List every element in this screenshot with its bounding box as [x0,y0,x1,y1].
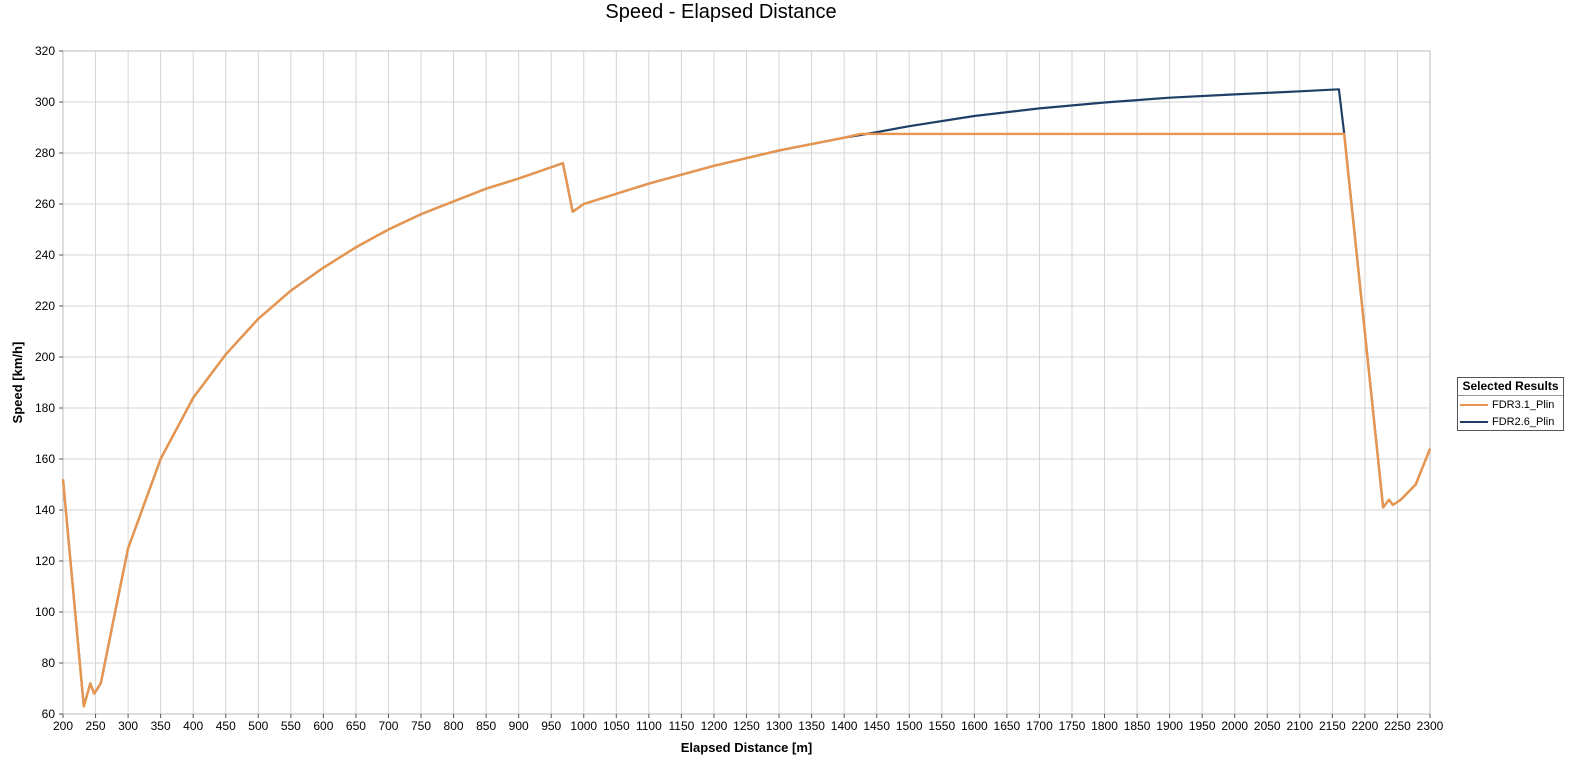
x-tick-label: 1700 [1026,719,1053,733]
x-tick-label: 1750 [1059,719,1086,733]
x-tick-label: 1300 [766,719,793,733]
x-tick-label: 2150 [1319,719,1346,733]
legend-label: FDR3.1_Plin [1492,398,1555,411]
x-tick-label: 650 [346,719,366,733]
legend-item-fdr26: FDR2.6_Plin [1458,413,1563,430]
x-tick-label: 750 [411,719,431,733]
x-tick-label: 1350 [798,719,825,733]
x-tick-label: 1400 [831,719,858,733]
x-tick-label: 950 [541,719,561,733]
x-tick-label: 300 [118,719,138,733]
x-tick-label: 900 [509,719,529,733]
axis-ticks: 200 250 300 350 400 450 500 550 600 650 700 750 800 8… [35,44,1444,733]
x-tick-label: 800 [444,719,464,733]
series-line-fdr3-1-plin [61,132,1432,708]
series-lines [61,88,1432,708]
x-tick-label: 1450 [863,719,890,733]
y-tick-label: 160 [35,452,55,466]
y-tick-label: 140 [35,503,55,517]
y-tick-label: 280 [35,146,55,160]
x-tick-label: 400 [183,719,203,733]
x-tick-label: 2000 [1221,719,1248,733]
x-tick-label: 850 [476,719,496,733]
x-tick-label: 1600 [961,719,988,733]
y-tick-label: 200 [35,350,55,364]
x-axis-title: Elapsed Distance [m] [681,740,813,755]
x-tick-label: 1250 [733,719,760,733]
x-tick-label: 2300 [1417,719,1444,733]
y-tick-label: 300 [35,95,55,109]
x-tick-label: 2050 [1254,719,1281,733]
y-tick-label: 260 [35,197,55,211]
y-tick-label: 320 [35,44,55,58]
y-tick-label: 240 [35,248,55,262]
legend-item-fdr31: FDR3.1_Plin [1458,396,1563,413]
legend-swatch [1460,420,1488,423]
x-tick-label: 1150 [668,719,694,733]
x-tick-label: 1850 [1124,719,1151,733]
x-tick-label: 2100 [1286,719,1313,733]
x-tick-label: 1800 [1091,719,1118,733]
x-tick-label: 1050 [603,719,630,733]
legend-label: FDR2.6_Plin [1492,415,1555,428]
x-tick-label: 500 [248,719,268,733]
x-tick-label: 1200 [701,719,728,733]
x-tick-label: 250 [86,719,106,733]
y-tick-label: 120 [35,554,55,568]
x-tick-label: 1900 [1156,719,1183,733]
y-axis-title: Speed [km/h] [10,342,25,424]
legend-title: Selected Results [1458,378,1563,396]
legend: Selected Results FDR3.1_Plin FDR2.6_Plin [1457,377,1564,431]
y-tick-label: 60 [42,707,56,721]
y-tick-label: 220 [35,299,55,313]
x-tick-label: 1650 [994,719,1021,733]
x-tick-label: 1000 [570,719,597,733]
y-tick-label: 180 [35,401,55,415]
chart-title: Speed - Elapsed Distance [605,1,837,23]
x-tick-label: 1950 [1189,719,1216,733]
x-tick-label: 2200 [1352,719,1379,733]
grid-lines [62,50,1431,715]
x-tick-label: 550 [281,719,301,733]
x-tick-label: 600 [313,719,333,733]
y-tick-label: 80 [42,656,56,670]
x-tick-label: 450 [216,719,236,733]
x-tick-label: 200 [53,719,73,733]
legend-swatch [1460,403,1488,406]
x-tick-label: 1100 [636,719,662,733]
x-tick-label: 1500 [896,719,923,733]
y-tick-label: 100 [35,605,55,619]
x-tick-label: 350 [151,719,171,733]
x-tick-label: 700 [378,719,398,733]
x-tick-label: 2250 [1384,719,1411,733]
x-tick-label: 1550 [928,719,955,733]
